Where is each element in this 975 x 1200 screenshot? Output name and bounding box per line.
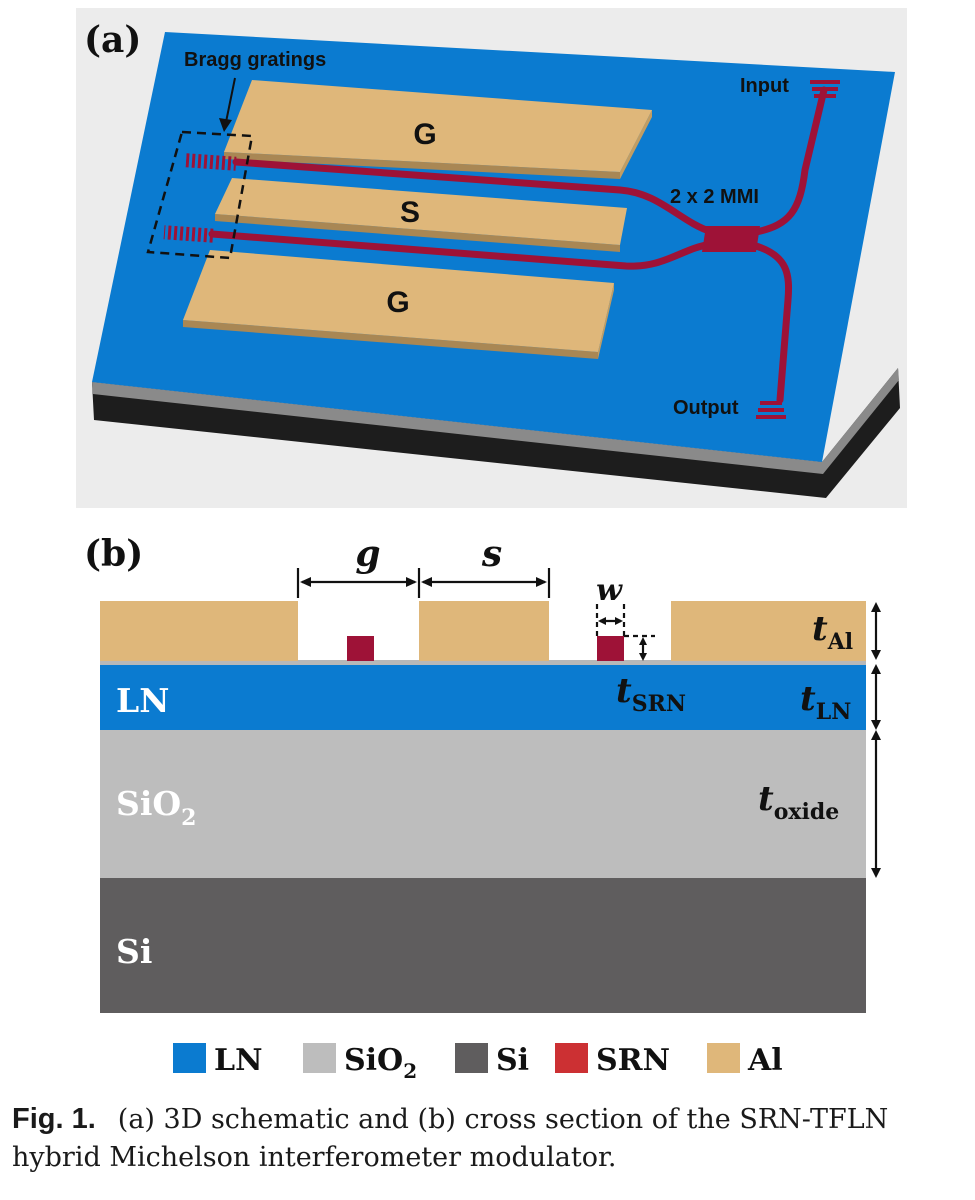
- srn-waveguide-right: [597, 636, 624, 661]
- legend-swatch-si: [455, 1043, 488, 1073]
- panel-b: (b) LN SiO2 Si: [84, 533, 881, 1013]
- t-al-t: t: [812, 609, 828, 649]
- t-oxide-sub: oxide: [774, 799, 840, 825]
- dim-g-label: g: [355, 533, 380, 575]
- t-al-label: tAl: [812, 609, 853, 655]
- dim-s-label: s: [481, 533, 502, 575]
- al-electrode-signal: [419, 601, 549, 661]
- legend-swatch-srn: [555, 1043, 588, 1073]
- electrode-top-side2: [620, 110, 652, 179]
- legend-label-srn: SRN: [596, 1043, 670, 1078]
- output-grating-coupler: [756, 401, 786, 419]
- electrode-ground-bottom: [183, 250, 614, 352]
- legend-swatch-al: [707, 1043, 740, 1073]
- legend-swatch-ln: [173, 1043, 206, 1073]
- bragg-grating-lower: [163, 225, 215, 243]
- caption-text: (a) 3D schematic and (b) cross section o…: [12, 1104, 889, 1173]
- chip-side-oxide: [92, 368, 899, 474]
- legend-label-al: Al: [747, 1043, 783, 1078]
- legend-label-si: Si: [496, 1043, 529, 1078]
- al-electrode-right: [671, 601, 866, 661]
- electrode-signal: [215, 178, 627, 245]
- input-grating-coupler: [810, 80, 840, 98]
- figure-caption: Fig. 1. (a) 3D schematic and (b) cross se…: [12, 1100, 962, 1177]
- bragg-arrow-line: [225, 77, 236, 123]
- layer-sio2: [100, 730, 866, 878]
- t-ln-sub: LN: [816, 699, 852, 725]
- t-oxide-label: toxide: [758, 779, 839, 825]
- electrode-bot-side2: [598, 283, 614, 359]
- t-srn-label: tSRN: [616, 671, 686, 717]
- legend-label-sio2: SiO2: [344, 1043, 417, 1083]
- bragg-label: Bragg gratings: [184, 49, 326, 71]
- layer-ln-label: LN: [116, 681, 169, 720]
- bragg-arrow-head: [219, 118, 232, 132]
- electrode-top-side: [224, 152, 620, 179]
- srn-waveguide-left: [347, 636, 374, 661]
- mmi-coupler: [702, 226, 760, 252]
- dimension-arrows: [296, 568, 881, 878]
- caption-fig-number: Fig. 1.: [12, 1103, 96, 1135]
- panel-b-label: (b): [84, 533, 143, 575]
- layer-sio2-label: SiO2: [116, 784, 196, 831]
- output-label: Output: [673, 397, 739, 419]
- legend-sio2-sub: 2: [403, 1059, 417, 1083]
- electrode-top-label: G: [413, 118, 436, 151]
- bragg-grating-upper: [185, 153, 237, 171]
- layer-sio2-text: SiO: [116, 784, 181, 823]
- mmi-label: 2 x 2 MMI: [670, 186, 759, 208]
- legend-label-ln: LN: [214, 1043, 263, 1078]
- electrode-mid-label: S: [400, 196, 420, 229]
- t-oxide-t: t: [758, 779, 774, 819]
- legend: LN SiO2 Si SRN Al: [173, 1043, 783, 1083]
- dim-w-label: w: [596, 573, 623, 608]
- bragg-highlight-box: [146, 130, 254, 260]
- legend-sio2-text: SiO: [344, 1043, 403, 1078]
- waveguide-output-arm: [752, 242, 792, 404]
- layer-si: [100, 878, 866, 1013]
- panel-a-label: (a): [84, 19, 141, 61]
- layer-si-label: Si: [116, 932, 152, 971]
- t-ln-label: tLN: [800, 679, 851, 725]
- waveguides: [208, 86, 828, 404]
- al-electrode-left: [100, 601, 298, 661]
- electrode-mid-side: [215, 214, 620, 252]
- input-label: Input: [740, 75, 789, 97]
- waveguide-upper-arm: [232, 158, 716, 236]
- t-srn-sub: SRN: [632, 691, 686, 717]
- t-al-sub: Al: [827, 629, 853, 655]
- electrode-bot-side: [183, 320, 598, 359]
- legend-swatch-sio2: [303, 1043, 336, 1073]
- waveguide-input-arm: [752, 86, 828, 236]
- electrode-ground-top: [224, 80, 652, 172]
- layer-ln-surface: [100, 660, 866, 665]
- figure-canvas: G S G 2 x 2 MMI Bragg gratings I: [76, 8, 907, 1083]
- electrode-bot-label: G: [386, 286, 409, 319]
- layer-sio2-sub: 2: [181, 805, 196, 831]
- panel-a: G S G 2 x 2 MMI Bragg gratings I: [76, 8, 907, 508]
- waveguide-lower-arm: [208, 230, 716, 270]
- layer-ln: [100, 664, 866, 730]
- t-srn-t: t: [616, 671, 632, 711]
- t-ln-t: t: [800, 679, 816, 719]
